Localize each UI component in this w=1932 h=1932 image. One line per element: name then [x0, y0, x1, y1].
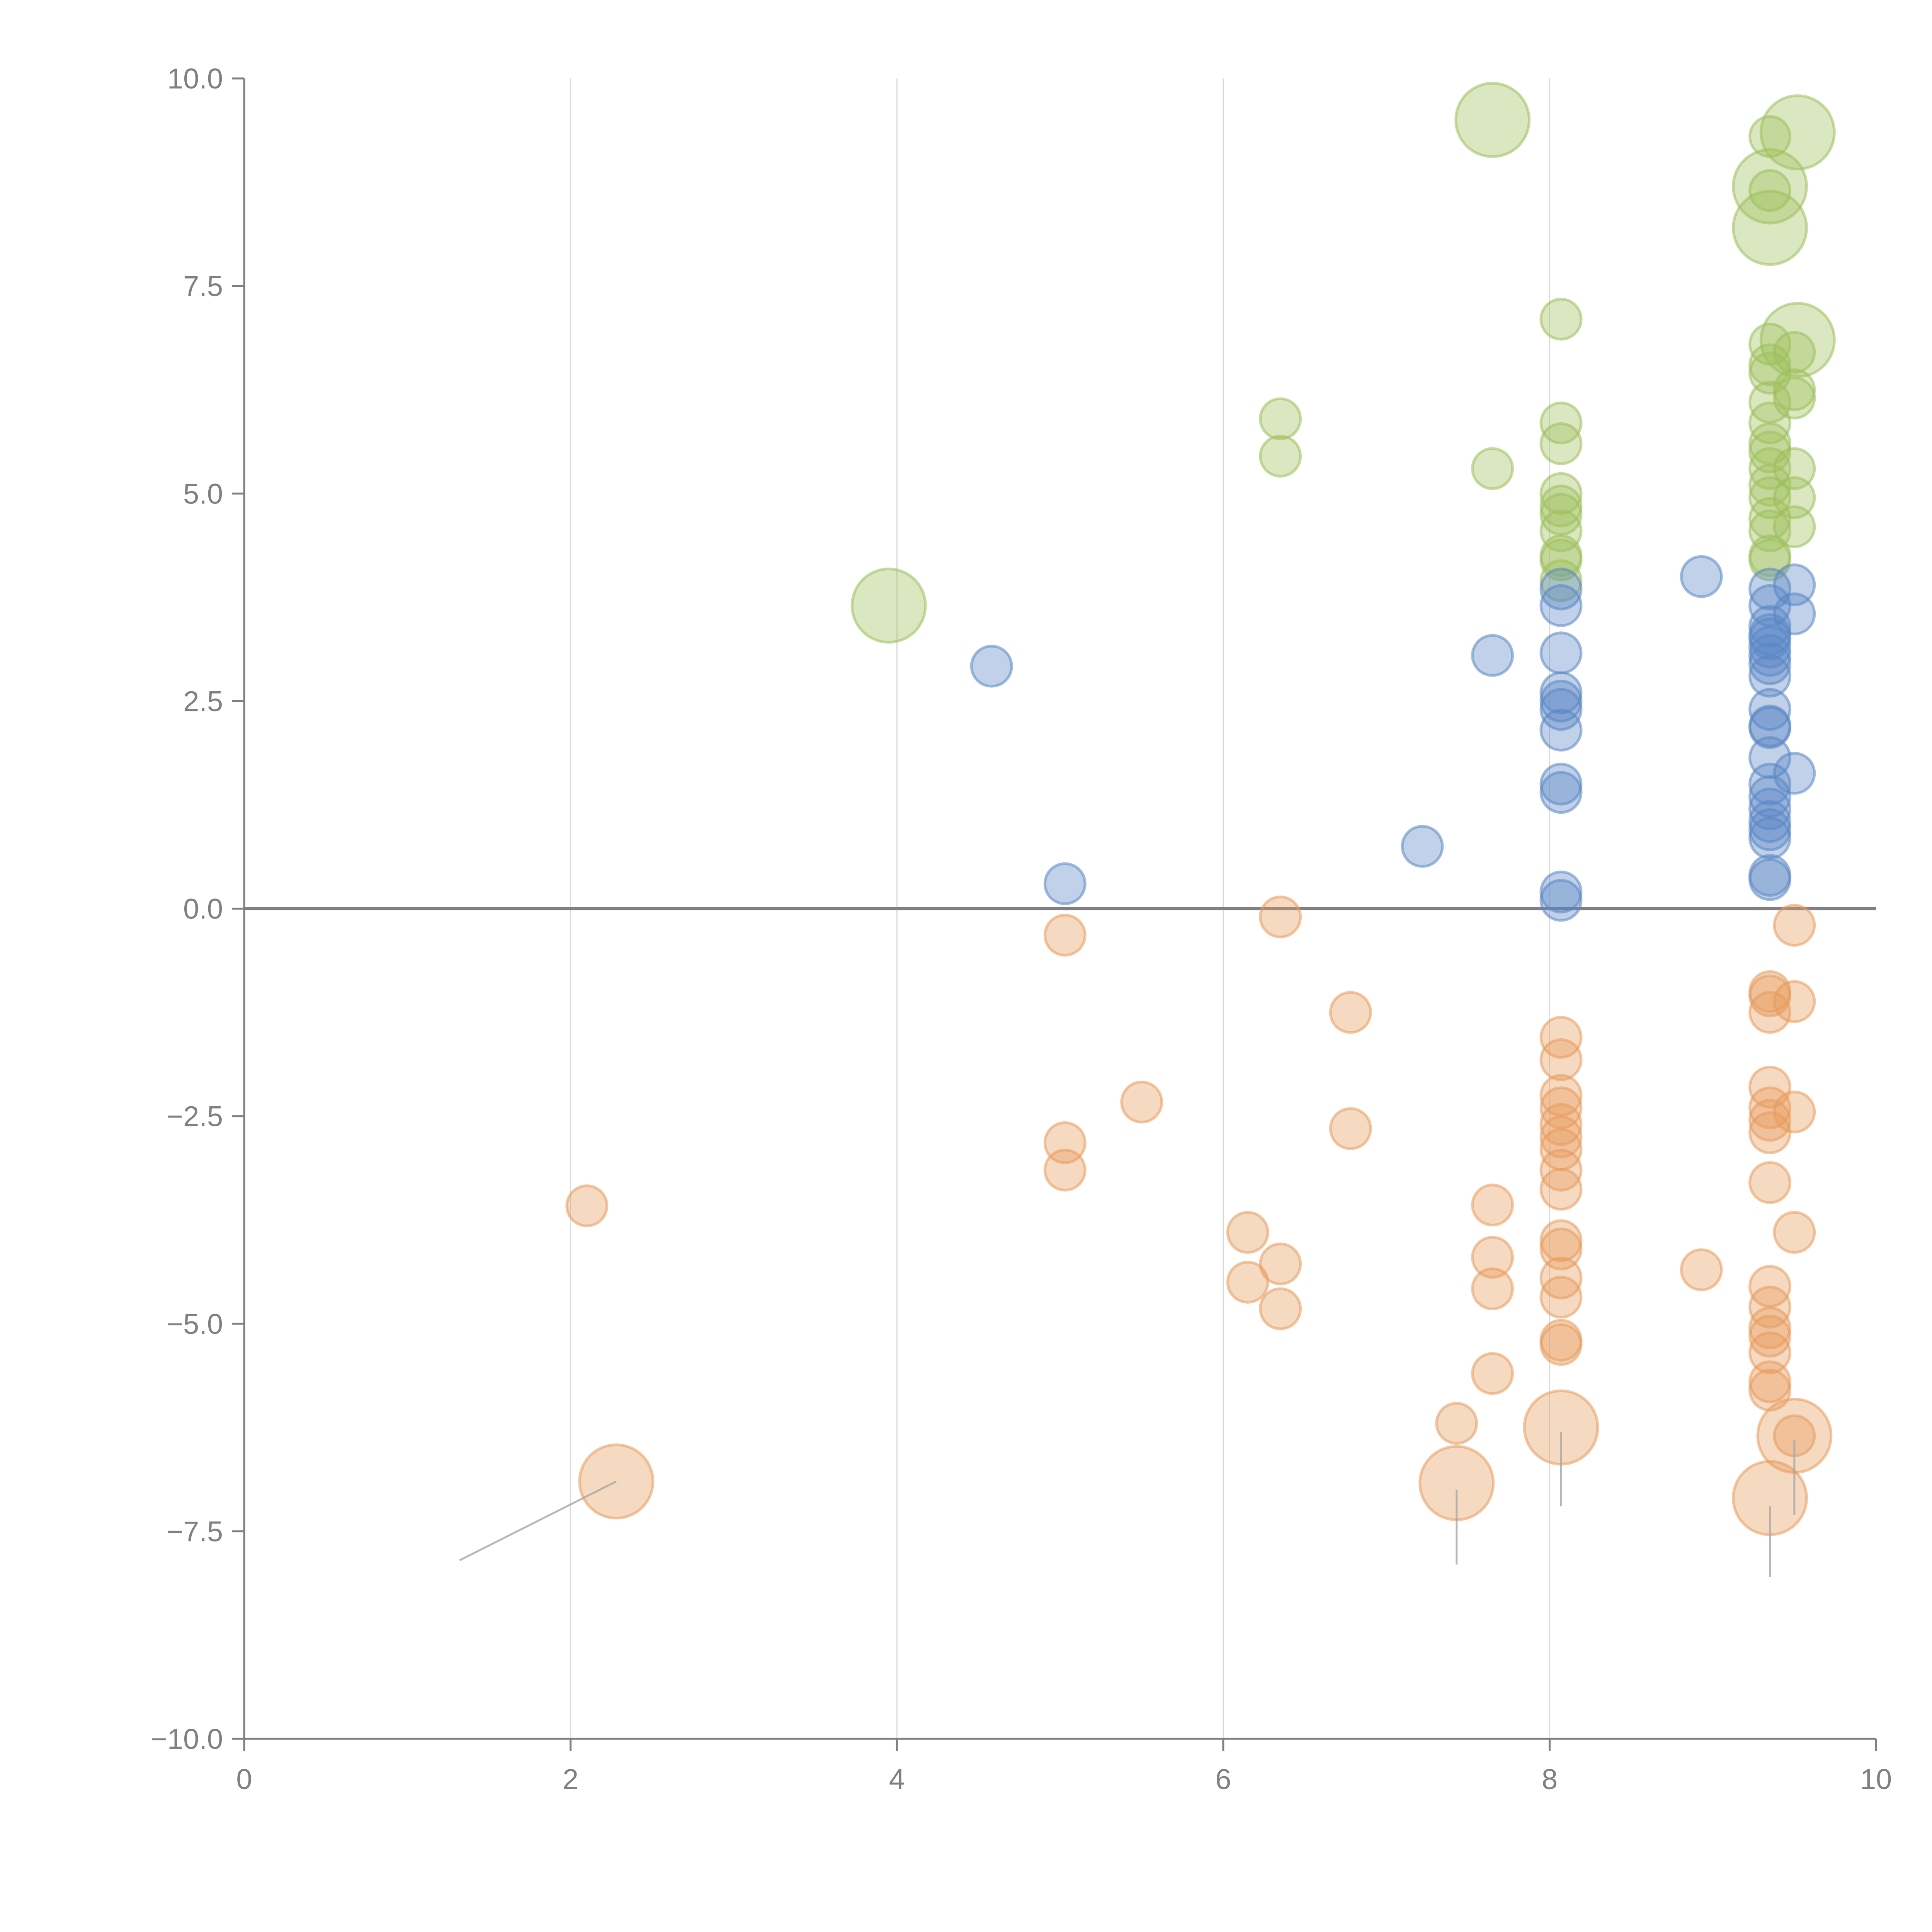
data-point-green — [1759, 302, 1836, 378]
data-point-green — [1759, 94, 1836, 171]
data-point-orange — [1539, 1227, 1583, 1270]
data-point-blue — [1748, 816, 1792, 860]
data-point-blue — [1539, 709, 1583, 752]
data-point-orange — [1329, 991, 1372, 1034]
data-point-green — [1259, 435, 1302, 478]
data-point-green — [1773, 447, 1816, 490]
data-point-green — [850, 567, 927, 644]
data-point-blue — [1471, 634, 1514, 677]
data-point-orange — [1043, 1148, 1087, 1192]
axes — [232, 77, 1877, 1751]
data-point-blue — [1748, 706, 1792, 749]
data-point-orange — [1773, 1211, 1816, 1254]
data-point-blue — [1401, 825, 1444, 868]
data-point-orange — [1539, 1016, 1583, 1059]
y-tick-label: 2.5 — [183, 685, 223, 717]
data-point-green — [1773, 376, 1816, 420]
y-tick-label: 5.0 — [183, 478, 223, 510]
annotations — [459, 1432, 1796, 1577]
data-point-orange — [1471, 1267, 1514, 1311]
data-point-orange — [1259, 1242, 1302, 1286]
y-tick-label: −5.0 — [167, 1308, 223, 1340]
x-tick-label: 4 — [889, 1763, 905, 1795]
data-point-green — [1471, 447, 1514, 490]
data-point-green — [1539, 298, 1583, 341]
data-points — [565, 82, 1836, 1536]
data-point-green — [1773, 505, 1816, 548]
data-point-blue — [1748, 858, 1792, 901]
data-point-orange — [1773, 1090, 1816, 1134]
data-point-orange — [1748, 1331, 1792, 1374]
x-tick-label: 0 — [236, 1763, 252, 1795]
data-point-blue — [1539, 879, 1583, 922]
data-point-blue — [1539, 584, 1583, 627]
data-point-blue — [1680, 555, 1723, 598]
data-point-orange — [1471, 1352, 1514, 1395]
data-point-orange — [1539, 1038, 1583, 1082]
data-point-orange — [1539, 1168, 1583, 1211]
data-point-blue — [1539, 567, 1583, 611]
data-point-green — [1773, 331, 1816, 374]
tick-labels: 0 2 4 6 8 10 10.0 7.5 5.0 2.5 0.0 −2.5 −5.0 −7.5 −10.0 — [151, 63, 1892, 1795]
data-point-green — [1259, 397, 1302, 440]
data-point-blue — [1748, 688, 1792, 731]
data-point-blue — [970, 645, 1013, 688]
data-point-green — [1539, 422, 1583, 465]
data-point-orange — [1329, 1107, 1372, 1150]
data-point-green — [1748, 447, 1792, 490]
data-point-orange — [1748, 1161, 1792, 1204]
annotation-leader-line — [459, 1480, 617, 1561]
data-point-orange — [1259, 1287, 1302, 1330]
data-point-green — [1454, 82, 1531, 158]
x-tick-label: 8 — [1542, 1763, 1558, 1795]
data-point-orange — [1773, 903, 1816, 947]
data-point-orange — [1471, 1236, 1514, 1279]
data-point-orange — [1748, 991, 1792, 1034]
data-point-orange — [1773, 980, 1816, 1023]
data-point-orange — [1259, 895, 1302, 939]
data-point-green — [1773, 476, 1816, 519]
data-point-blue — [1539, 631, 1583, 675]
data-point-blue — [1773, 752, 1816, 795]
data-point-blue — [1748, 655, 1792, 698]
x-tick-label: 10 — [1860, 1763, 1892, 1795]
data-point-orange — [1471, 1184, 1514, 1227]
x-tick-label: 2 — [563, 1763, 578, 1795]
data-point-blue — [1748, 762, 1792, 806]
y-tick-label: 0.0 — [183, 893, 223, 925]
data-point-blue — [1773, 563, 1816, 607]
data-point-orange — [1680, 1248, 1723, 1291]
data-point-orange — [1539, 1103, 1583, 1146]
data-point-orange — [1539, 1276, 1583, 1319]
y-tick-label: 7.5 — [183, 270, 223, 302]
data-point-blue — [1043, 862, 1087, 905]
data-point-blue — [1773, 592, 1816, 636]
data-point-orange — [565, 1184, 609, 1228]
y-tick-label: −10.0 — [151, 1723, 223, 1755]
data-point-blue — [1539, 771, 1583, 814]
data-point-green — [1748, 430, 1792, 474]
data-point-green — [1748, 464, 1792, 507]
data-point-orange — [1226, 1211, 1269, 1254]
data-point-orange — [1748, 1315, 1792, 1358]
x-tick-label: 6 — [1215, 1763, 1231, 1795]
data-point-orange — [1043, 913, 1087, 957]
data-point-orange — [1120, 1080, 1163, 1124]
data-point-green — [1539, 509, 1583, 553]
data-point-orange — [1748, 1099, 1792, 1142]
y-tick-label: 10.0 — [167, 63, 223, 95]
data-point-orange — [1226, 1260, 1269, 1304]
y-tick-label: −2.5 — [167, 1100, 223, 1133]
data-point-orange — [1435, 1402, 1478, 1445]
data-point-green — [1732, 190, 1808, 266]
y-tick-label: −7.5 — [167, 1515, 223, 1548]
data-point-blue — [1748, 642, 1792, 685]
data-point-orange — [1539, 1323, 1583, 1366]
data-point-orange — [1539, 1115, 1583, 1158]
